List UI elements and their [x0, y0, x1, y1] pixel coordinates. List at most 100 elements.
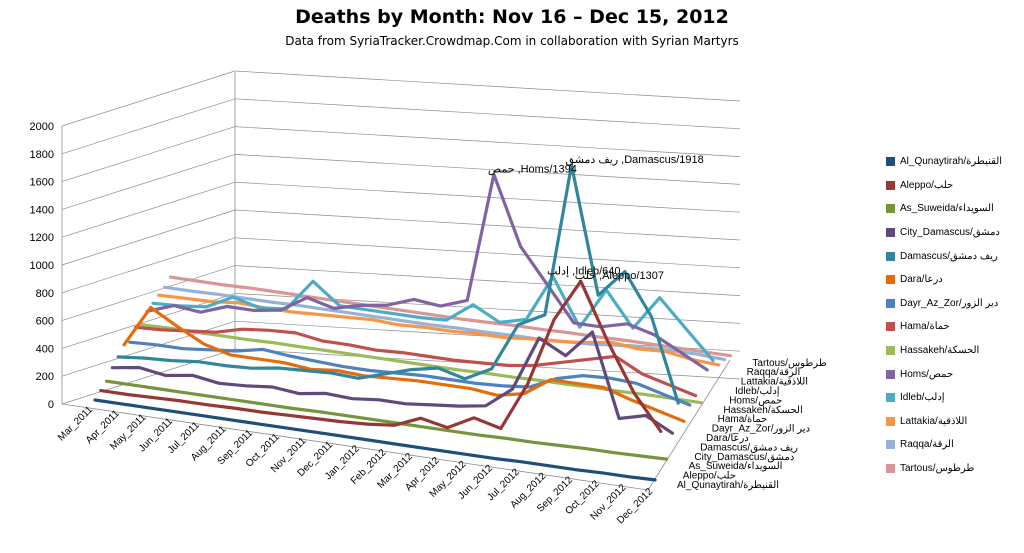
- y-tick-label: 2000: [30, 121, 54, 133]
- legend-item: Dara/درعا: [886, 268, 1022, 292]
- series-tick-label: Idleb/إدلب: [735, 386, 780, 397]
- annotation-label: ريف دمشق ,Damascus/1918: [566, 154, 704, 166]
- gridline-left: [61, 237, 236, 294]
- legend-item: Idleb/إدلب: [886, 386, 1022, 410]
- legend-swatch: [886, 180, 895, 190]
- legend-item: Lattakia/اللاذقية: [886, 410, 1022, 434]
- gridline-left: [61, 181, 236, 238]
- y-tick-label: 400: [36, 343, 54, 355]
- legend-item: Hama/حماة: [886, 315, 1022, 339]
- series-tick-label: Dayr_Az_Zor/دير الزور: [712, 424, 810, 435]
- gridline-back: [234, 265, 741, 296]
- series-tick-label: Tartous/طرطوس: [752, 358, 826, 369]
- y-tick-label: 1200: [30, 232, 54, 244]
- legend-label: Al_Qunaytirah/القنيطرة: [900, 156, 1003, 168]
- legend: Al_Qunaytirah/القنيطرة Aleppo/حلب As_Suwei…: [886, 150, 1022, 480]
- y-tick-label: 600: [36, 316, 54, 328]
- series-line-4: [116, 163, 680, 405]
- series-line-9: [145, 172, 709, 372]
- series-line-0: [93, 398, 657, 482]
- legend-item: As_Suweida/السويداء: [886, 197, 1022, 221]
- legend-item: Tartous/طرطوس: [886, 457, 1022, 481]
- series-line-3: [110, 330, 675, 435]
- legend-label: Hassakeh/الحسكة: [900, 345, 980, 357]
- series-tick-label: Raqqa/الرقة: [747, 367, 801, 378]
- legend-item: Al_Qunaytirah/القنيطرة: [886, 150, 1022, 174]
- series-tick-label: Homs/حمص: [729, 395, 782, 406]
- legend-swatch: [886, 464, 895, 474]
- gridline-left: [61, 209, 236, 266]
- legend-swatch: [886, 369, 895, 379]
- series-tick-label: As_Suweida/السويداء: [689, 461, 783, 472]
- chart-title: Deaths by Month: Nov 16 – Dec 15, 2012: [295, 6, 729, 28]
- legend-label: Lattakia/اللاذقية: [900, 415, 968, 427]
- legend-swatch: [886, 157, 895, 167]
- legend-label: Dayr_Az_Zor/دير الزور: [900, 297, 999, 309]
- gridline-left: [61, 98, 236, 155]
- legend-label: City_Damascus/دمشق: [900, 227, 1000, 239]
- grid-layer: [61, 70, 741, 491]
- legend-item: Raqqa/الرقة: [886, 433, 1022, 457]
- gridline-back: [234, 98, 741, 130]
- series-line-2: [104, 379, 669, 461]
- series-tick-label: Dara/درعا: [706, 433, 749, 444]
- legend-swatch: [886, 416, 895, 426]
- gridline-left: [61, 348, 236, 405]
- series-tick-label: Hama/حماة: [718, 414, 768, 425]
- series-line-5: [122, 305, 686, 423]
- annotation-label: حمص ,Homs/1394: [488, 163, 577, 175]
- y-tick-label: 800: [36, 288, 54, 300]
- y-tick-label: 1400: [30, 204, 54, 216]
- gridline-back: [234, 237, 741, 269]
- annotation-label: إدلب ,Idleb/640: [547, 266, 620, 278]
- annotation-label: حلب ,Aleppo/1307: [575, 270, 664, 282]
- legend-label: Raqqa/الرقة: [900, 439, 954, 451]
- gridline-left: [61, 154, 236, 210]
- series-line-10: [151, 275, 715, 363]
- legend-label: Tartous/طرطوس: [900, 463, 975, 475]
- legend-swatch: [886, 440, 895, 450]
- series-tick-label: Aleppo/حلب: [683, 471, 736, 482]
- y-tick-label: 200: [36, 371, 54, 383]
- gridline-left: [61, 70, 236, 127]
- y-tick-label: 1600: [30, 177, 54, 189]
- series-tick-label: Lattakia/اللاذقية: [741, 377, 808, 388]
- legend-swatch: [886, 346, 895, 356]
- legend-label: Aleppo/حلب: [900, 179, 954, 191]
- gridline-back: [234, 70, 741, 102]
- chart-subtitle: Data from SyriaTracker.Crowdmap.Com in c…: [285, 34, 739, 48]
- axis-floor-front: [61, 403, 649, 491]
- legend-label: As_Suweida/السويداء: [900, 203, 994, 215]
- legend-swatch: [886, 204, 895, 214]
- legend-item: Dayr_Az_Zor/دير الزور: [886, 292, 1022, 316]
- series-tick-label: Al_Qunaytirah/القنيطرة: [677, 480, 779, 491]
- legend-label: Idleb/إدلب: [900, 392, 945, 404]
- series-line-7: [134, 325, 698, 398]
- legend-swatch: [886, 251, 895, 261]
- legend-item: Aleppo/حلب: [886, 174, 1022, 198]
- legend-label: Hama/حماة: [900, 321, 950, 333]
- series-tick-label: Hassakeh/الحسكة: [723, 405, 802, 416]
- legend-label: Damascus/ريف دمشق: [900, 250, 998, 262]
- legend-item: Damascus/ريف دمشق: [886, 244, 1022, 268]
- legend-swatch: [886, 298, 895, 308]
- legend-swatch: [886, 275, 895, 285]
- y-tick-label: 1800: [30, 149, 54, 161]
- series-tick-label: Damascus/ريف دمشق: [700, 442, 798, 453]
- legend-item: City_Damascus/دمشق: [886, 221, 1022, 245]
- gridline-back: [234, 126, 741, 157]
- y-tick-label: 0: [48, 399, 54, 411]
- series-tick-label: City_Damascus/دمشق: [694, 452, 794, 463]
- legend-item: Homs/حمص: [886, 362, 1022, 386]
- legend-swatch: [886, 228, 895, 238]
- legend-swatch: [886, 393, 895, 403]
- gridline-back: [234, 154, 741, 185]
- legend-swatch: [886, 322, 895, 332]
- gridline-back: [234, 209, 741, 241]
- series-layer: [93, 163, 733, 482]
- series-line-1: [99, 279, 663, 433]
- axis-floor-right: [647, 359, 731, 491]
- y-tick-label: 1000: [30, 260, 54, 272]
